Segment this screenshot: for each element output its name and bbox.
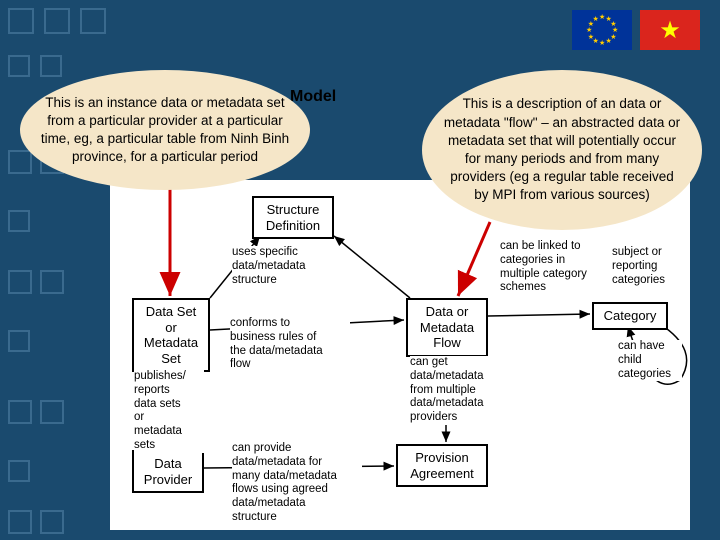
node-label: Data orMetadataFlow (420, 304, 474, 350)
node-label: Category (604, 308, 657, 323)
eu-flag: ★★★★★★★★★★★★ (572, 10, 632, 50)
node-label: DataProvider (144, 456, 192, 487)
flags-container: ★★★★★★★★★★★★ ★ (572, 10, 700, 50)
node-data-set: Data SetorMetadataSet (132, 298, 210, 372)
callout-right-text: This is a description of an data or meta… (442, 95, 682, 204)
edge-conforms: conforms tobusiness rules ofthe data/met… (230, 317, 350, 372)
callout-flow: This is a description of an data or meta… (422, 70, 702, 230)
node-flow: Data orMetadataFlow (406, 298, 488, 357)
edge-uses-structure: uses specificdata/metadatastructure (232, 246, 332, 287)
vietnam-flag: ★ (640, 10, 700, 50)
node-data-provider: DataProvider (132, 450, 204, 493)
edge-can-get: can getdata/metadatafrom multipledata/me… (410, 356, 510, 425)
edge-linked-categories: can be linked tocategories inmultiple ca… (500, 240, 610, 295)
node-category: Category (592, 302, 668, 330)
edge-publishes: publishes/reportsdata setsormetadatasets (134, 370, 204, 453)
node-label: ProvisionAgreement (410, 450, 474, 481)
node-label: Data SetorMetadataSet (144, 304, 198, 366)
node-label: StructureDefinition (266, 202, 320, 233)
callout-data-set: This is an instance data or metadata set… (20, 70, 310, 190)
edge-subject-categories: subject orreportingcategories (612, 246, 682, 287)
node-structure-definition: StructureDefinition (252, 196, 334, 239)
callout-left-text: This is an instance data or metadata set… (40, 94, 290, 167)
node-provision-agreement: ProvisionAgreement (396, 444, 488, 487)
page-title: Model (290, 88, 336, 106)
edge-child-categories: can havechildcategories (618, 340, 682, 381)
edge-can-provide: can providedata/metadata formany data/me… (232, 442, 362, 525)
